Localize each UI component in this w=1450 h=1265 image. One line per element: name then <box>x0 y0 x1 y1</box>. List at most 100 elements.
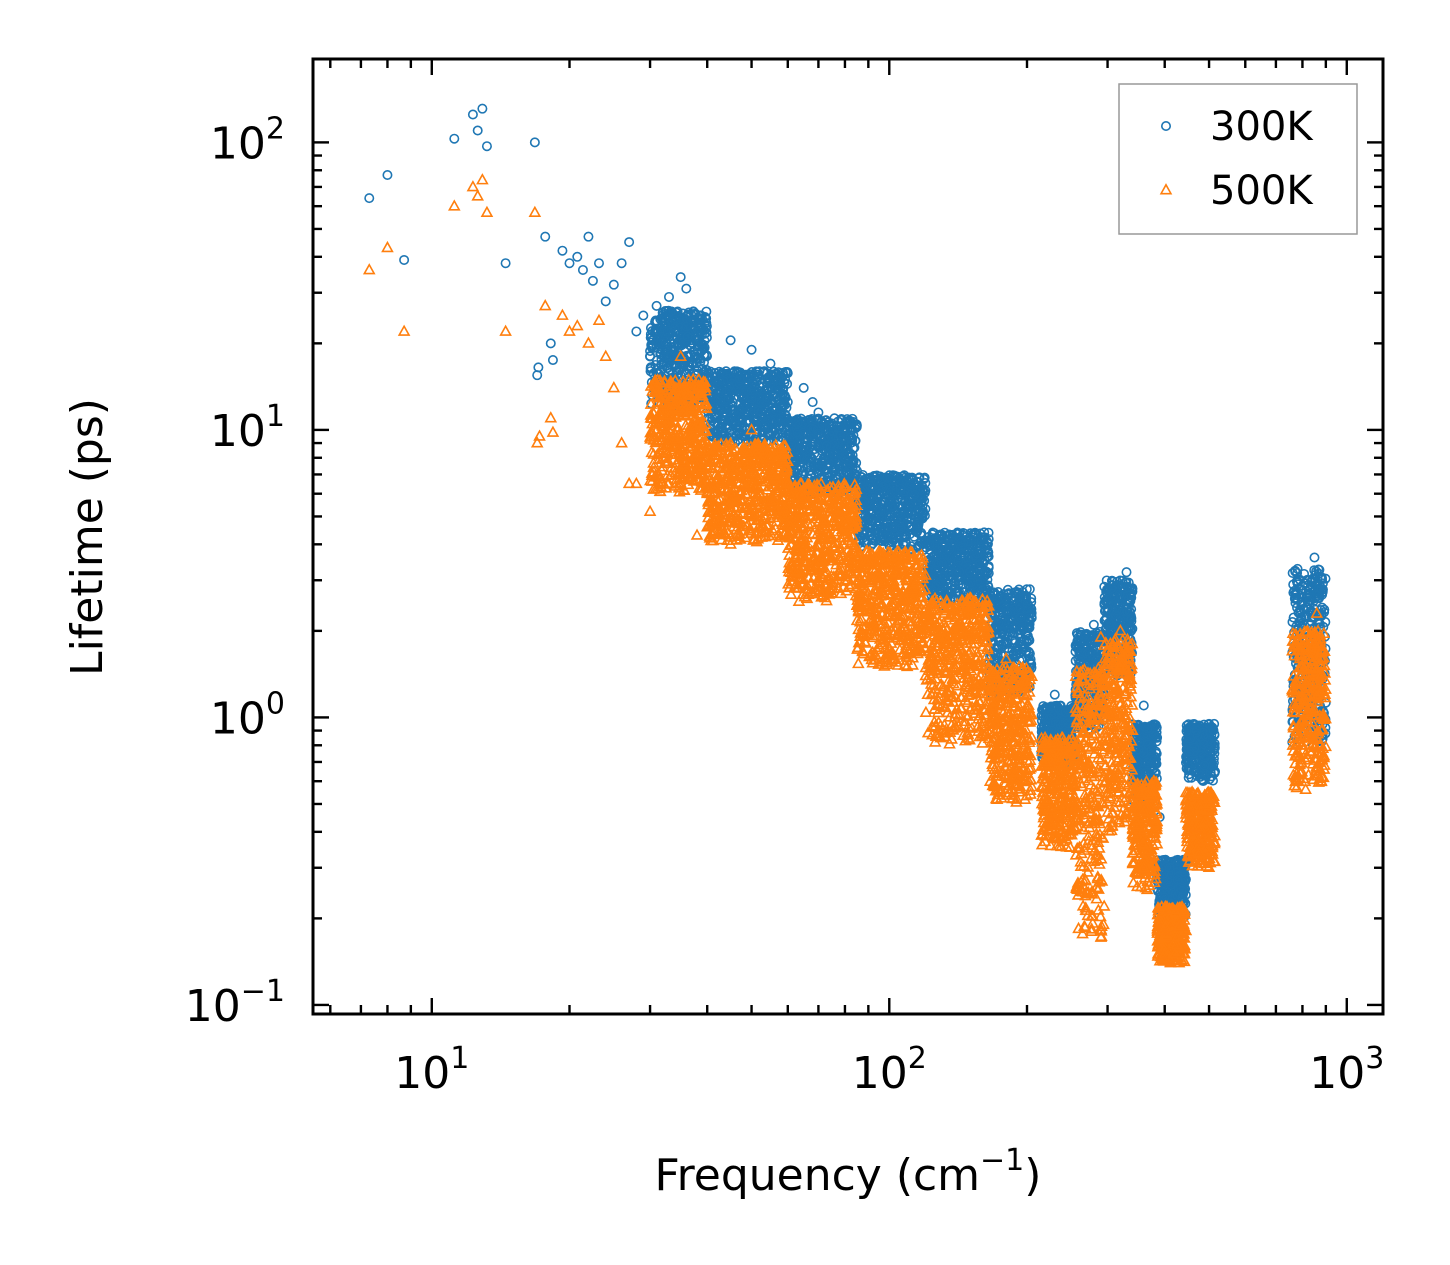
data-point <box>931 557 942 568</box>
data-point <box>872 524 883 535</box>
data-point <box>758 366 769 377</box>
data-point <box>753 405 764 416</box>
data-point <box>674 314 685 325</box>
data-point <box>860 510 871 521</box>
data-point <box>827 468 838 479</box>
data-point <box>805 460 816 471</box>
data-point <box>970 527 981 538</box>
data-point <box>936 556 947 567</box>
data-point <box>685 349 696 360</box>
data-point <box>906 481 917 492</box>
data-point <box>895 523 906 534</box>
data-point <box>866 533 877 544</box>
data-point <box>645 366 656 377</box>
data-point <box>851 422 862 433</box>
data-point <box>963 554 974 565</box>
data-point <box>716 403 727 414</box>
data-point <box>714 376 725 387</box>
data-point <box>728 368 739 379</box>
data-point <box>833 416 844 427</box>
data-point <box>925 564 936 575</box>
data-point <box>821 468 832 479</box>
data-point <box>919 510 930 521</box>
data-point <box>717 425 728 436</box>
data-point <box>817 457 828 468</box>
data-point <box>655 347 666 358</box>
data-point <box>867 516 878 527</box>
data-point <box>976 577 987 588</box>
data-point <box>974 571 985 582</box>
data-point <box>903 472 914 483</box>
data-point <box>895 483 906 494</box>
data-point <box>728 404 739 415</box>
data-point <box>918 508 929 519</box>
data-point <box>718 375 729 386</box>
data-point <box>656 313 667 324</box>
data-point <box>823 457 834 468</box>
data-point <box>672 334 683 345</box>
data-point <box>909 505 920 516</box>
data-point <box>665 365 676 376</box>
data-point <box>951 551 962 562</box>
data-point <box>821 426 832 437</box>
data-point <box>868 501 879 512</box>
data-point <box>660 332 671 343</box>
data-point <box>983 527 994 538</box>
data-point <box>769 369 780 380</box>
data-point <box>721 387 732 398</box>
data-point <box>682 331 693 342</box>
data-point <box>953 556 964 567</box>
data-point <box>746 380 757 391</box>
data-point <box>982 551 993 562</box>
data-point <box>963 579 974 590</box>
data-point <box>827 447 838 458</box>
data-point <box>700 312 711 323</box>
data-point <box>912 520 923 531</box>
data-point <box>944 543 955 554</box>
data-point <box>829 467 840 478</box>
data-point <box>882 472 893 483</box>
data-point <box>660 320 671 331</box>
data-point <box>956 574 967 585</box>
data-point <box>953 533 964 544</box>
data-point <box>763 383 774 394</box>
data-point <box>806 415 817 426</box>
data-point <box>966 546 977 557</box>
data-point <box>842 468 853 479</box>
data-point <box>800 417 811 428</box>
data-point <box>795 443 806 454</box>
data-point <box>938 571 949 582</box>
data-point <box>734 419 745 430</box>
data-point <box>695 313 706 324</box>
data-point <box>652 327 663 338</box>
data-point <box>972 548 983 559</box>
data-point <box>695 338 706 349</box>
data-point <box>813 428 824 439</box>
data-point <box>887 500 898 511</box>
data-point <box>852 471 863 482</box>
data-point <box>820 415 831 426</box>
data-point <box>662 326 673 337</box>
data-point <box>867 483 878 494</box>
data-point <box>934 583 945 594</box>
data-point <box>731 368 742 379</box>
data-point <box>946 587 957 598</box>
data-point <box>734 373 745 384</box>
data-point <box>847 434 858 445</box>
data-point <box>738 403 749 414</box>
data-point <box>909 489 920 500</box>
data-point <box>807 433 818 444</box>
data-point <box>883 521 894 532</box>
data-point <box>937 544 948 555</box>
data-point <box>709 371 720 382</box>
data-point <box>771 375 782 386</box>
data-point <box>965 577 976 588</box>
data-point <box>821 440 832 451</box>
data-point <box>875 471 886 482</box>
data-point <box>910 526 921 537</box>
data-point <box>949 567 960 578</box>
data-point <box>983 534 994 545</box>
data-point <box>770 404 781 415</box>
data-point <box>701 306 712 317</box>
